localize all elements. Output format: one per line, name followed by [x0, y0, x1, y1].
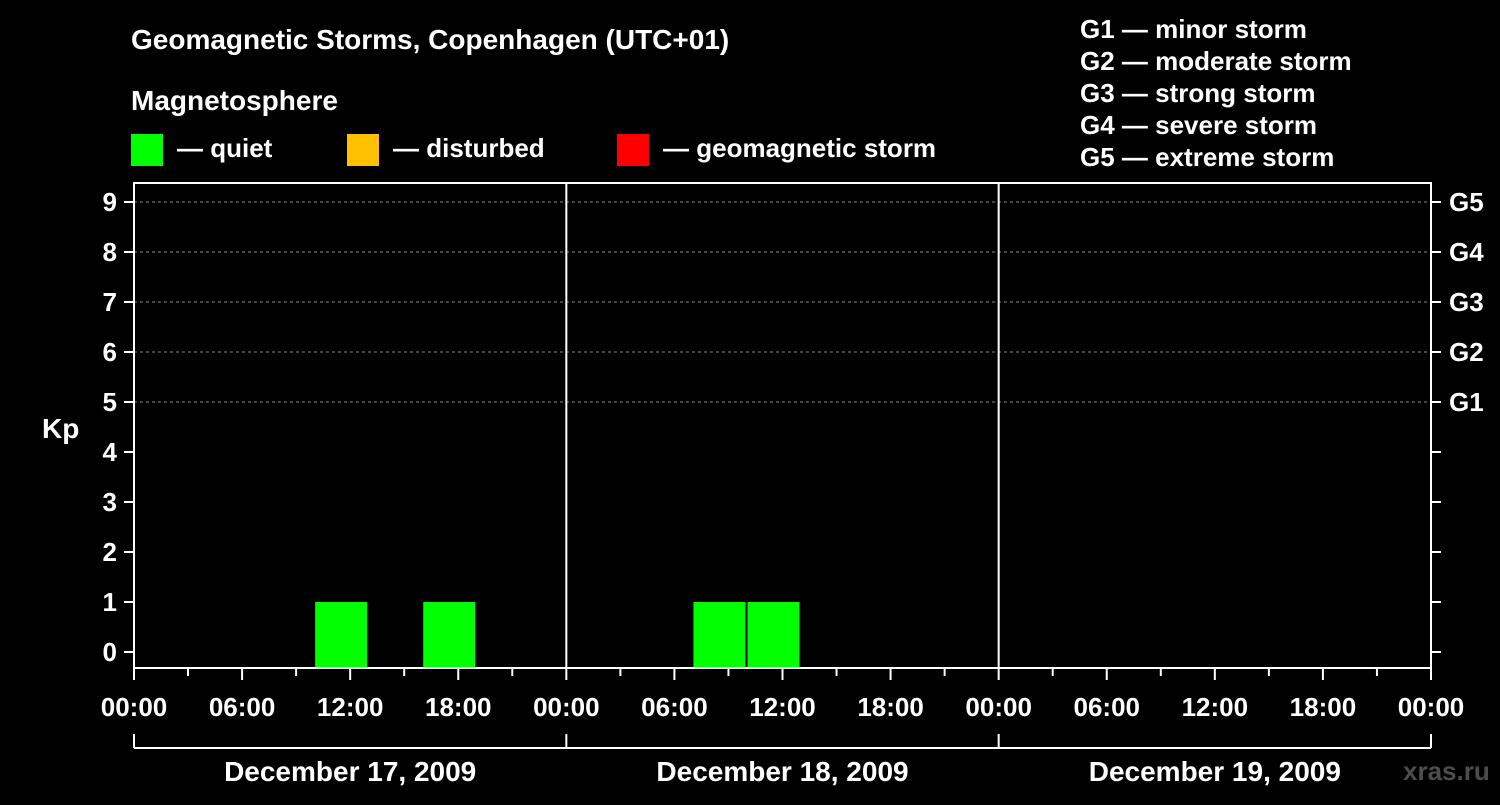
x-tick-label-5: 06:00: [641, 692, 708, 722]
x-tick-label-2: 12:00: [317, 692, 384, 722]
axis-layer: [124, 182, 1441, 749]
x-tick-label-4: 00:00: [533, 692, 600, 722]
y-tick-label-5: 5: [103, 387, 117, 417]
legend-swatch-storm: [617, 134, 649, 166]
x-tick-label-11: 18:00: [1290, 692, 1357, 722]
g-level-label-g1: G1: [1449, 387, 1484, 417]
legend-heading: Magnetosphere: [131, 85, 338, 116]
date-label-3: December 19, 2009: [1089, 756, 1341, 787]
kp-bar-4: [747, 602, 800, 669]
y-tick-label-4: 4: [103, 437, 118, 467]
legend-swatch-quiet: [131, 134, 163, 166]
storm-scale-g5: G5 — extreme storm: [1080, 142, 1334, 172]
x-tick-label-1: 06:00: [209, 692, 276, 722]
x-tick-label-3: 18:00: [425, 692, 492, 722]
y-tick-label-8: 8: [103, 237, 117, 267]
bar-layer: [315, 602, 800, 669]
grid-layer: [134, 201, 1431, 403]
label-layer: 0 1 2 3 4 5 6 7 8 9 G1 G2 G3 G4 G5 00:00 06:00 12:00 18:00…: [101, 187, 1484, 787]
storm-scale-g4: G4 — severe storm: [1080, 110, 1317, 140]
storm-scale-g2: G2 — moderate storm: [1080, 46, 1352, 76]
y-tick-label-0: 0: [103, 637, 117, 667]
legend-swatch-disturbed: [347, 134, 379, 166]
credit-text: xras.ru: [1403, 756, 1490, 786]
x-tick-label-8: 00:00: [965, 692, 1032, 722]
storm-scale-g1: G1 — minor storm: [1080, 14, 1307, 44]
x-tick-label-12: 00:00: [1398, 692, 1465, 722]
g-level-label-g5: G5: [1449, 187, 1484, 217]
date-label-1: December 17, 2009: [224, 756, 476, 787]
date-label-2: December 18, 2009: [656, 756, 908, 787]
legend-label-quiet: — quiet: [177, 133, 273, 163]
kp-bar-1: [315, 602, 368, 669]
kp-bar-2: [423, 602, 476, 669]
x-tick-label-7: 18:00: [857, 692, 924, 722]
y-tick-label-3: 3: [103, 487, 117, 517]
legend-label-storm: — geomagnetic storm: [663, 133, 936, 163]
kp-bar-3: [693, 602, 746, 669]
g-level-label-g2: G2: [1449, 337, 1484, 367]
g-level-label-g3: G3: [1449, 287, 1484, 317]
y-tick-label-9: 9: [103, 187, 117, 217]
storm-scale-g3: G3 — strong storm: [1080, 78, 1315, 108]
y-tick-label-1: 1: [103, 587, 117, 617]
g-level-label-g4: G4: [1449, 237, 1484, 267]
x-tick-label-10: 12:00: [1182, 692, 1249, 722]
y-tick-label-2: 2: [103, 537, 117, 567]
legend-label-disturbed: — disturbed: [393, 133, 545, 163]
y-tick-label-7: 7: [103, 287, 117, 317]
y-tick-label-6: 6: [103, 337, 117, 367]
y-axis-label: Kp: [42, 413, 79, 444]
x-tick-label-9: 06:00: [1074, 692, 1141, 722]
x-tick-label-0: 00:00: [101, 692, 168, 722]
chart-title: Geomagnetic Storms, Copenhagen (UTC+01): [131, 24, 729, 55]
x-tick-label-6: 12:00: [749, 692, 816, 722]
